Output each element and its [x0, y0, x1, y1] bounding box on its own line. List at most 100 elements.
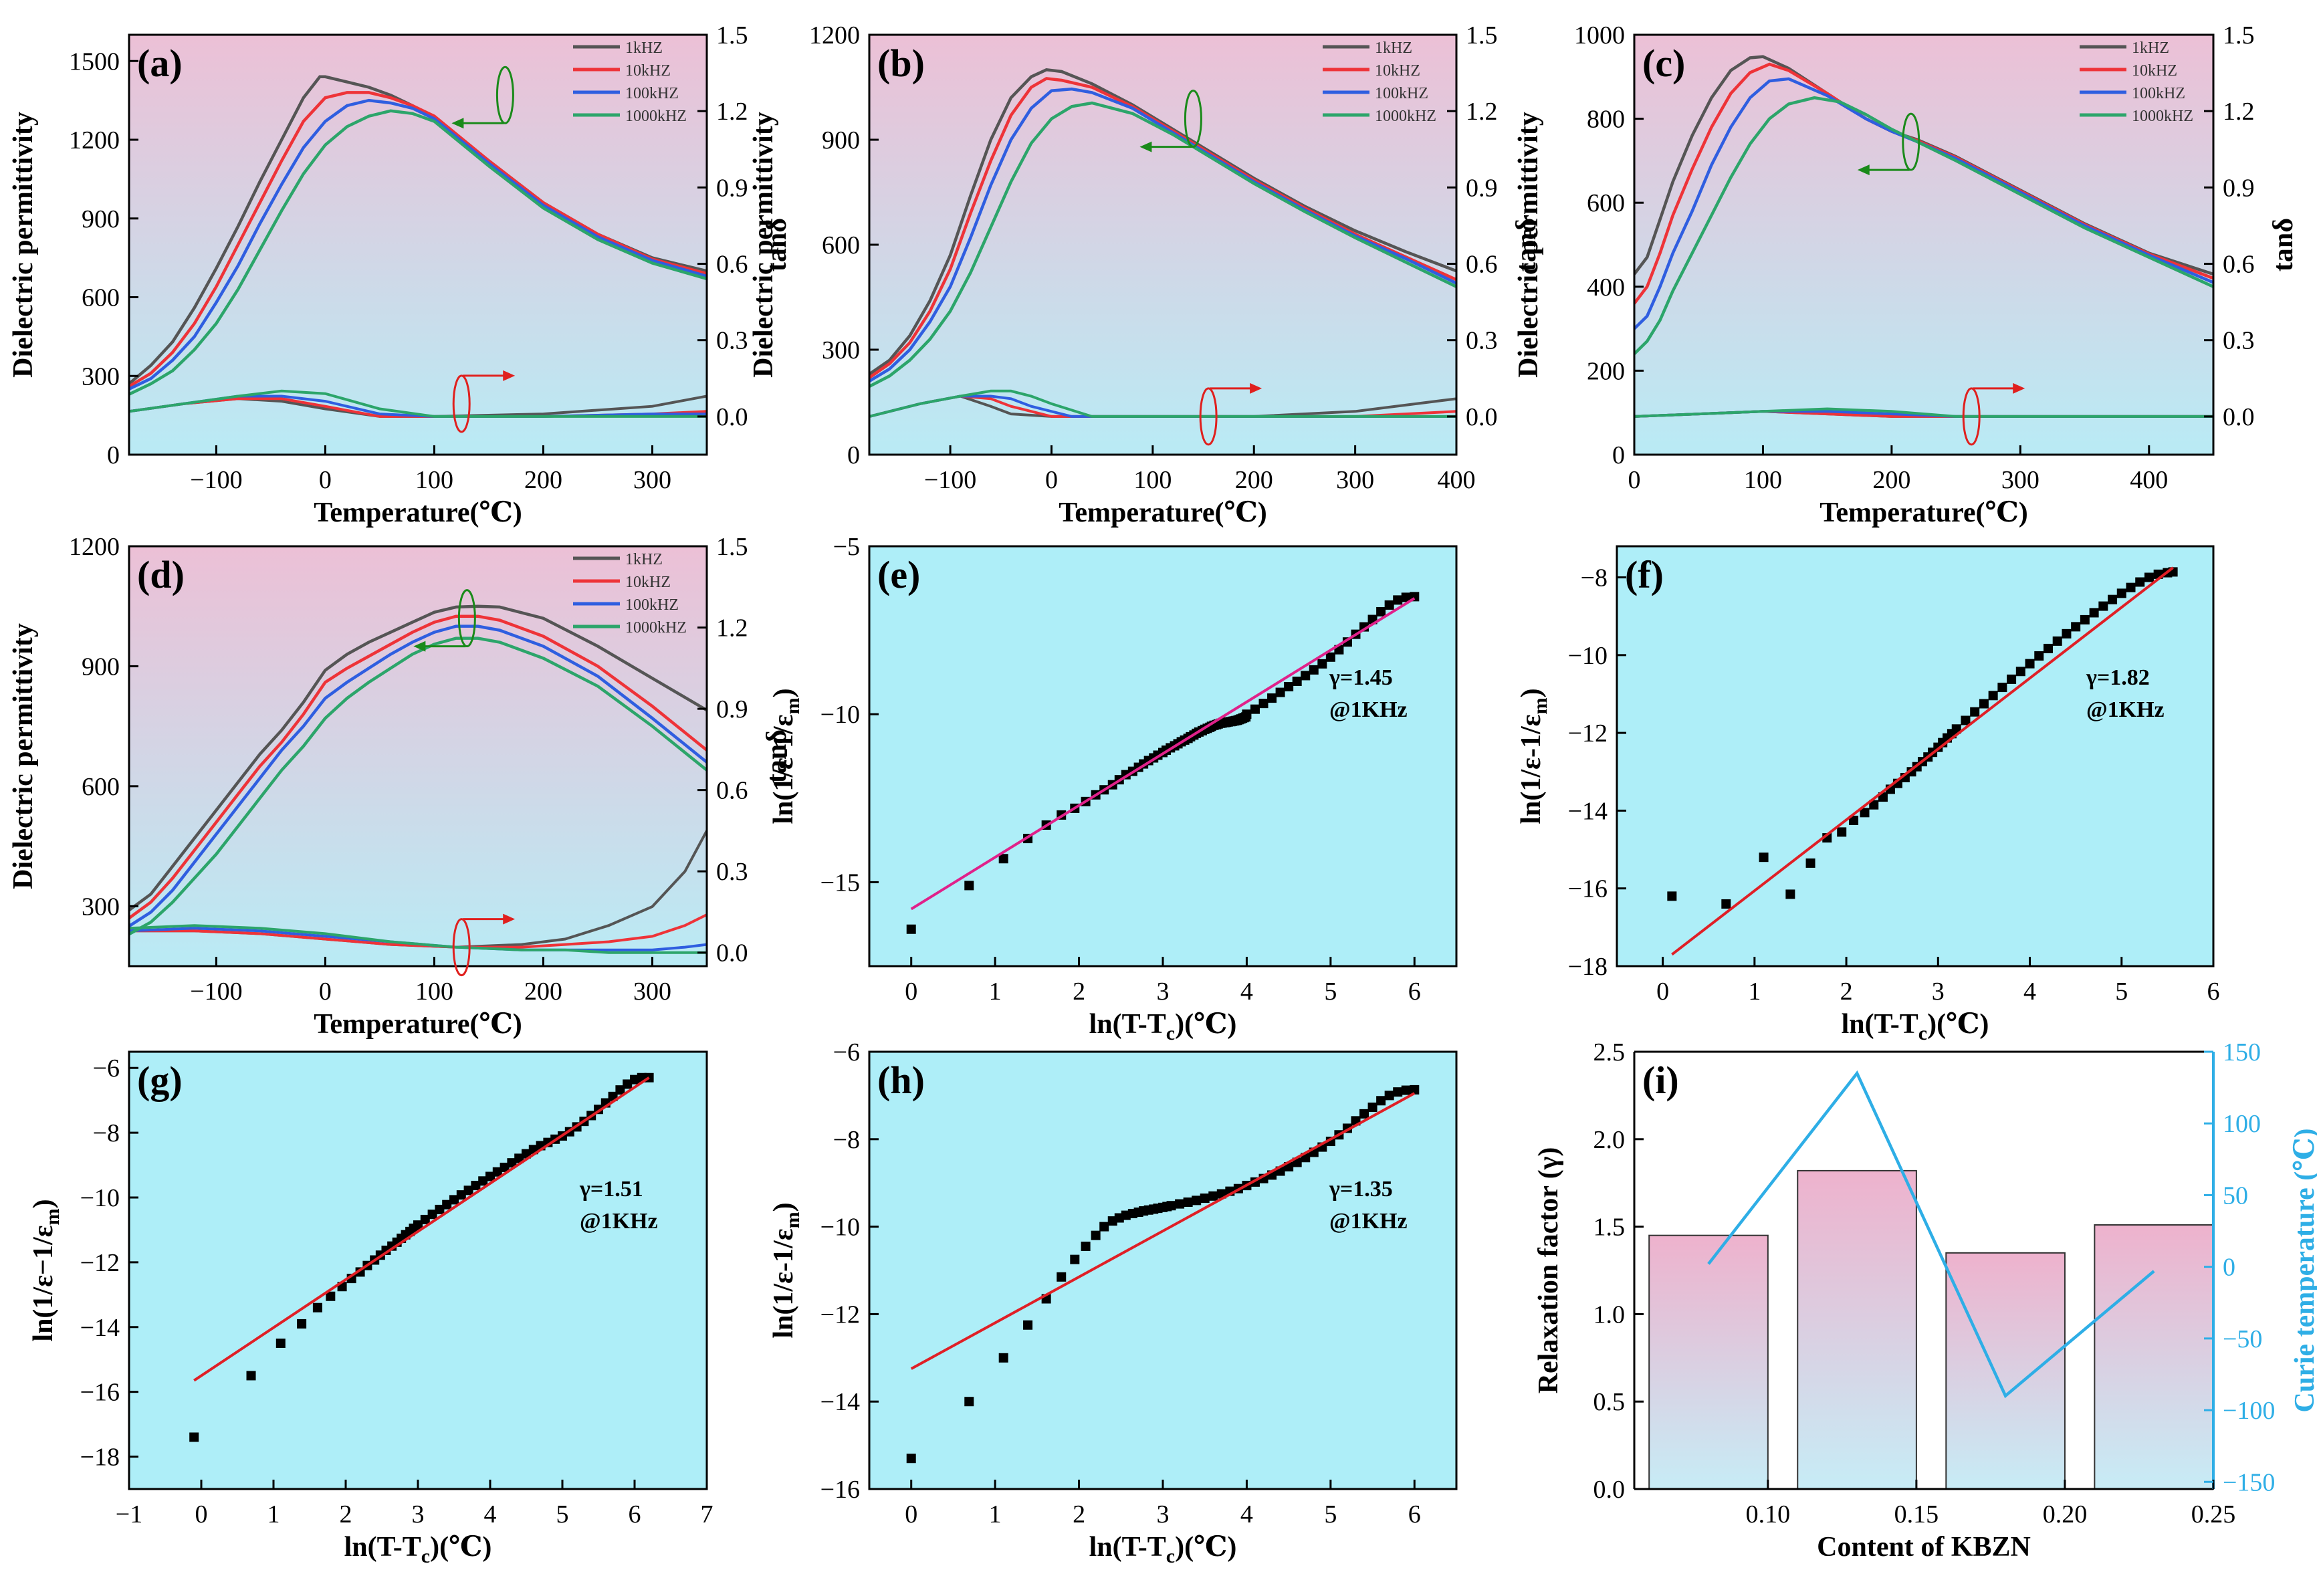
- y-tick-label: −14: [820, 1388, 860, 1416]
- y2-axis-label: tanδ: [2268, 218, 2299, 271]
- y-axis-label: Relaxation factor (γ): [1533, 1147, 1564, 1394]
- y-axis-label: ln(1/ε-1/εm): [768, 1202, 804, 1338]
- x-tick-label: 2: [340, 1500, 352, 1528]
- legend-label: 100kHZ: [625, 85, 679, 102]
- y-axis-label-sub: m: [782, 1212, 804, 1228]
- data-point: [1376, 606, 1386, 616]
- y2-axis-label: Curie temperature (℃): [2290, 1128, 2317, 1412]
- data-point: [1721, 899, 1731, 909]
- y-tick-label: −18: [1568, 953, 1608, 981]
- x-tick-label: 3: [412, 1500, 425, 1528]
- x-axis-label: ln(T-Tc)(℃): [1089, 1009, 1237, 1044]
- y2-axis-label: tanδ: [762, 729, 792, 783]
- x-tick-label: 0.25: [2191, 1500, 2236, 1528]
- data-point: [1961, 715, 1971, 725]
- fit-line: [193, 1076, 650, 1382]
- x-axis-label-main: ln(T-T: [1089, 1009, 1166, 1040]
- data-point: [906, 924, 916, 934]
- panel-label-g: (g): [137, 1058, 183, 1102]
- series-group: [129, 604, 707, 954]
- x-tick-label: −1: [116, 1500, 142, 1528]
- legend-label: 1kHZ: [1375, 39, 1412, 57]
- bar: [1797, 1169, 1917, 1490]
- bar: [2094, 1224, 2214, 1490]
- y-tick-label: 800: [1587, 106, 1625, 134]
- data-point: [1081, 1242, 1091, 1252]
- curie-temperature-line: [1707, 1070, 2155, 1399]
- green-axis-indicator-ellipse: [1902, 112, 1920, 171]
- x-tick-label: 100: [415, 978, 453, 1006]
- green-axis-indicator-ellipse: [495, 66, 514, 124]
- y2-tick-label: −50: [2223, 1325, 2262, 1353]
- x-tick-label: 0: [1045, 466, 1058, 494]
- data-point: [2108, 594, 2118, 604]
- x-tick-label: 4: [1240, 978, 1253, 1006]
- x-tick-label: 0: [319, 978, 332, 1006]
- panel-h: 0 1 2 3 4 5 6 −16 −14 −12 −10 −8 −6 ln(T-Tc)(℃) ln(1/ε…: [768, 1038, 1458, 1567]
- data-point: [1997, 683, 2007, 693]
- data-point: [522, 1149, 531, 1159]
- y-axis-label-main: ln(1/ε−1/ε: [28, 1225, 59, 1341]
- data-point: [1057, 1272, 1067, 1282]
- plot-background-f: [1617, 546, 2213, 966]
- legend-label: 10kHZ: [2132, 62, 2177, 80]
- data-point: [998, 854, 1008, 864]
- gamma-annotation: γ=1.82: [2086, 665, 2150, 690]
- x-tick-label: 0.10: [1746, 1500, 1791, 1528]
- x-tick-label: 5: [1324, 1500, 1337, 1528]
- y-tick-label: −10: [80, 1184, 120, 1212]
- y-tick-label: 0.0: [1593, 1476, 1626, 1504]
- data-point: [246, 1371, 256, 1381]
- data-point: [998, 1353, 1008, 1363]
- y2-tick-label: 1.2: [716, 614, 748, 643]
- panel-e: 0 1 2 3 4 5 6 −15 −10 −5 ln(T-Tc)(℃) ln(1/ε-1/εm) (e…: [768, 533, 1458, 1044]
- x-tick-label: −100: [924, 466, 976, 494]
- data-point: [1988, 691, 1998, 701]
- x-tick-label: 0: [319, 466, 332, 494]
- x-tick-label: 5: [556, 1500, 569, 1528]
- x-axis-label: ln(T-Tc)(℃): [1842, 1009, 1989, 1044]
- data-point: [1410, 1085, 1420, 1095]
- data-point: [435, 1204, 445, 1214]
- tan-line-1000kHZ: [129, 924, 707, 954]
- data-point: [275, 1339, 286, 1348]
- y-tick-label: 1.5: [1593, 1214, 1626, 1242]
- y2-tick-label: 0.0: [2223, 403, 2255, 431]
- fit-line: [910, 597, 1416, 911]
- y2-tick-label: 1.2: [1466, 98, 1498, 126]
- x-axis-label-sub: c: [1166, 1545, 1175, 1567]
- y-tick-label: 0.5: [1593, 1388, 1626, 1416]
- x-tick-label: 0: [1656, 978, 1669, 1006]
- data-point: [2025, 659, 2035, 669]
- y-tick-label: 1200: [809, 21, 860, 49]
- x-axis-label: ln(T-Tc)(℃): [1089, 1532, 1237, 1567]
- x-tick-label: 0.15: [1894, 1500, 1939, 1528]
- data-point: [1267, 693, 1277, 703]
- data-point: [1860, 808, 1870, 818]
- legend-label: 1000kHZ: [2132, 108, 2193, 125]
- y2-tick-label: 0.9: [2223, 174, 2255, 202]
- y-tick-label: 2.0: [1593, 1126, 1626, 1154]
- data-point: [964, 881, 974, 891]
- x-tick-label: 400: [2130, 466, 2168, 494]
- data-point: [485, 1171, 495, 1181]
- legend-label: 100kHZ: [625, 596, 679, 614]
- tan-line-1000kHZ: [1634, 407, 2213, 418]
- y-tick-label: −10: [820, 1214, 860, 1242]
- y2-tick-label: 0.6: [716, 251, 748, 279]
- y2-tick-label: 100: [2223, 1110, 2261, 1138]
- y-tick-label: 0: [1612, 441, 1625, 469]
- panel-label-h: (h): [877, 1058, 925, 1102]
- x-axis-label-end: )(℃): [1927, 1009, 1989, 1040]
- data-point: [1805, 858, 1815, 868]
- data-point: [1183, 1197, 1193, 1207]
- permittivity-line-1000kHZ: [869, 101, 1456, 388]
- y-tick-label: −12: [1568, 719, 1608, 748]
- data-point: [1979, 699, 1989, 709]
- legend-label: 1kHZ: [2132, 39, 2169, 57]
- permittivity-line-1kHZ: [129, 604, 707, 912]
- x-tick-label: 0: [905, 978, 917, 1006]
- y-tick-label: −15: [820, 869, 860, 897]
- data-point: [1951, 724, 1961, 734]
